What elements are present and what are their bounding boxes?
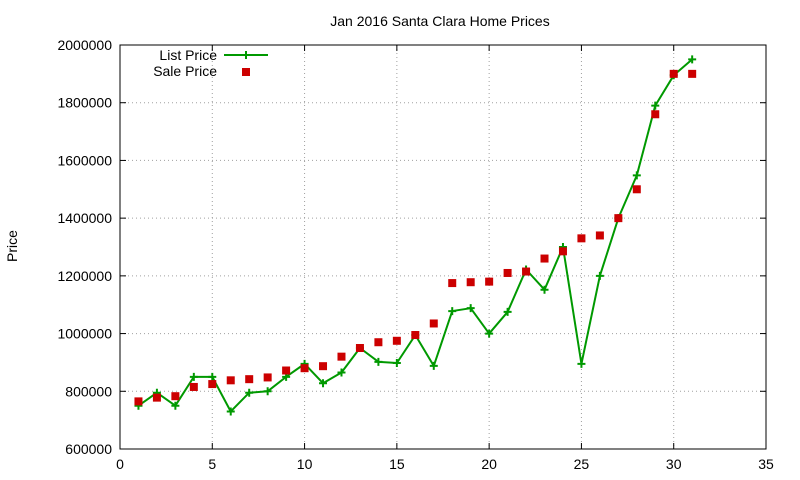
data-point-sale-price — [282, 366, 291, 375]
y-tick-label: 600000 — [65, 441, 112, 457]
legend-marker-sale-price — [242, 68, 250, 76]
data-point-list-price — [429, 361, 438, 370]
legend: List Price Sale Price — [153, 47, 268, 79]
y-tick-label: 800000 — [65, 383, 112, 399]
data-point-list-price — [577, 359, 586, 368]
x-tick-label: 20 — [481, 456, 497, 472]
data-point-sale-price — [540, 254, 549, 263]
data-point-sale-price — [485, 277, 494, 286]
data-point-sale-price — [392, 336, 401, 345]
data-point-sale-price — [651, 110, 660, 119]
y-tick-label: 2000000 — [57, 37, 112, 53]
data-point-sale-price — [245, 375, 254, 384]
x-tick-label: 35 — [758, 456, 774, 472]
data-point-sale-price — [522, 267, 531, 276]
data-point-list-price — [540, 285, 549, 294]
data-point-list-price — [651, 101, 660, 110]
data-point-sale-price — [337, 352, 346, 361]
data-point-sale-price — [669, 69, 678, 78]
x-tick-label: 30 — [666, 456, 682, 472]
data-point-sale-price — [189, 382, 198, 391]
y-tick-label: 1000000 — [57, 326, 112, 342]
data-point-list-price — [466, 304, 475, 313]
grid — [120, 45, 766, 449]
data-point-sale-price — [355, 344, 364, 352]
y-tick-label: 1600000 — [57, 152, 112, 168]
data-point-list-price — [319, 379, 328, 388]
series-line-list-price — [137, 58, 693, 413]
axis-ticks: 0 5 10 15 20 25 30 35 600000 800000 1000000 1200000… — [57, 37, 774, 472]
data-point-sale-price — [263, 373, 272, 382]
y-tick-label: 1800000 — [57, 95, 112, 111]
data-point-sale-price — [134, 397, 143, 406]
series-layer — [134, 55, 697, 416]
data-point-sale-price — [503, 268, 512, 277]
data-point-list-price — [503, 307, 512, 316]
data-point-list-price — [263, 387, 272, 396]
data-point-sale-price — [208, 380, 217, 389]
data-point-list-price — [448, 307, 457, 316]
data-point-sale-price — [226, 376, 235, 385]
y-axis-label: Price — [4, 230, 20, 262]
x-tick-label: 15 — [389, 456, 405, 472]
data-point-list-price — [208, 372, 217, 381]
x-tick-label: 0 — [116, 456, 124, 472]
x-tick-label: 25 — [574, 456, 590, 472]
data-point-sale-price — [171, 392, 180, 401]
data-point-list-price — [245, 388, 254, 397]
x-tick-label: 10 — [297, 456, 313, 472]
data-point-sale-price — [558, 247, 567, 256]
data-point-list-price — [171, 401, 180, 410]
legend-label-list-price: List Price — [159, 47, 217, 63]
data-point-sale-price — [152, 393, 161, 402]
x-tick-label: 5 — [208, 456, 216, 472]
data-point-sale-price — [319, 362, 328, 371]
data-point-sale-price — [448, 279, 457, 288]
data-point-list-price — [392, 359, 401, 368]
data-point-sale-price — [411, 331, 420, 340]
data-point-sale-price — [632, 185, 641, 194]
data-point-list-price — [688, 55, 697, 64]
data-point-sale-price — [577, 234, 586, 243]
data-point-sale-price — [300, 364, 309, 373]
data-point-list-price — [337, 368, 346, 377]
data-point-list-price — [485, 329, 494, 338]
data-point-list-price — [189, 372, 198, 381]
data-point-list-price — [595, 271, 604, 280]
legend-marker-list-price — [242, 51, 250, 59]
legend-label-sale-price: Sale Price — [153, 63, 217, 79]
data-point-list-price — [632, 171, 641, 180]
data-point-list-price — [374, 357, 383, 366]
data-point-list-price — [226, 407, 235, 416]
data-point-sale-price — [466, 278, 475, 287]
plot-frame — [119, 44, 767, 450]
data-point-sale-price — [374, 338, 383, 347]
chart-title: Jan 2016 Santa Clara Home Prices — [330, 13, 549, 29]
data-point-sale-price — [688, 69, 697, 78]
data-point-sale-price — [595, 231, 604, 240]
data-point-sale-price — [429, 319, 438, 328]
y-tick-label: 1400000 — [57, 210, 112, 226]
data-point-sale-price — [614, 214, 623, 223]
y-tick-label: 1200000 — [57, 268, 112, 284]
